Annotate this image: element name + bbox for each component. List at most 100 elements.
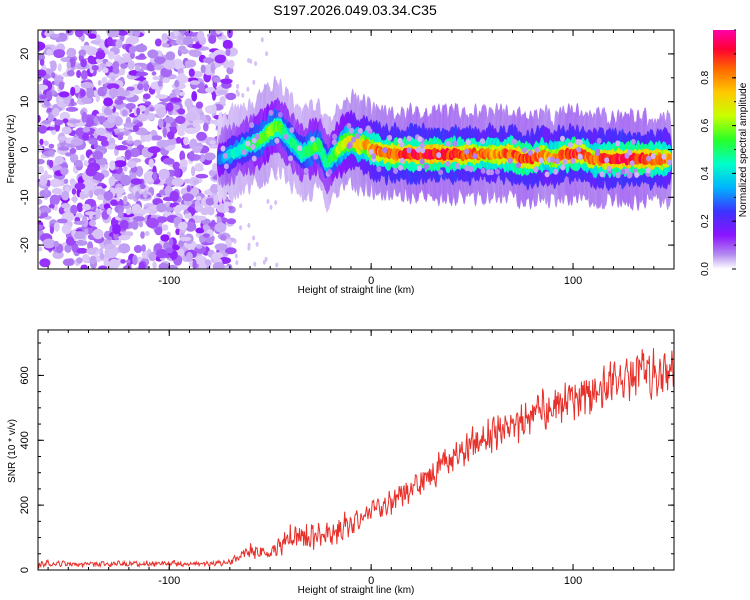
ridge-halo <box>346 143 352 150</box>
noise-blob <box>197 215 207 221</box>
ridge-halo <box>596 137 602 144</box>
noise-blob <box>107 236 113 241</box>
noise-blob <box>103 191 114 201</box>
noise-blob <box>154 56 166 64</box>
noise-blob <box>103 88 108 93</box>
noise-blob <box>122 265 132 269</box>
ridge-halo <box>629 160 635 167</box>
noise-blob <box>184 98 193 109</box>
noise-blob <box>113 187 125 195</box>
noise-blob <box>227 30 233 39</box>
spectrogram-y-tick-label: 0 <box>19 146 31 152</box>
ridge-halo <box>254 133 260 140</box>
noise-speck <box>236 83 239 89</box>
noise-blob <box>39 58 45 66</box>
ridge-halo <box>507 157 513 164</box>
noise-blob <box>175 88 181 96</box>
colorbar-tick-label: 0.0 <box>700 262 711 276</box>
noise-blob <box>220 78 233 84</box>
noise-blob <box>74 159 83 168</box>
ridge-halo <box>615 140 621 147</box>
noise-blob <box>172 161 181 171</box>
noise-blob <box>174 79 180 88</box>
noise-blob <box>125 116 132 125</box>
ridge-halo <box>454 163 460 169</box>
noise-blob <box>76 70 82 78</box>
noise-blob <box>88 33 97 39</box>
noise-blob <box>49 194 60 206</box>
noise-blob <box>209 140 216 145</box>
ridge-halo <box>516 162 521 169</box>
spectrogram-x-tick-label: 100 <box>564 275 582 287</box>
ridge-halo <box>274 137 280 144</box>
noise-blob <box>185 111 198 121</box>
ridge-halo <box>399 157 405 164</box>
noise-blob <box>81 111 88 123</box>
ridge-halo <box>419 142 425 149</box>
snr-panel: -100 0 100 0 200 400 600 Height of straight li… <box>7 329 675 596</box>
noise-blob <box>157 80 163 87</box>
noise-blob <box>168 237 174 246</box>
snr-frame <box>37 329 675 571</box>
noise-blob <box>71 138 84 146</box>
noise-blob <box>109 160 116 171</box>
noise-blob <box>143 191 148 199</box>
noise-blob <box>61 224 72 235</box>
spectrogram-y-tick-label: -20 <box>19 237 31 253</box>
noise-blob <box>102 67 109 74</box>
noise-speck <box>262 259 266 265</box>
noise-blob <box>162 127 167 138</box>
noise-blob <box>173 30 179 37</box>
noise-blob <box>228 59 235 69</box>
noise-speck <box>236 91 240 97</box>
noise-blob <box>177 72 186 82</box>
noise-blob <box>54 119 64 126</box>
noise-blob <box>53 222 60 232</box>
noise-blob <box>126 86 135 91</box>
noise-blob <box>123 122 135 128</box>
noise-blob <box>210 62 216 74</box>
snr-y-tick-label: 600 <box>19 366 31 384</box>
noise-blob <box>65 236 75 246</box>
noise-blob <box>179 150 186 162</box>
noise-blob <box>92 150 104 160</box>
noise-blob <box>82 30 89 35</box>
noise-blob <box>161 33 168 41</box>
noise-blob <box>38 41 46 51</box>
noise-blob <box>175 204 189 211</box>
noise-blob <box>210 183 219 194</box>
noise-blob <box>130 51 135 59</box>
noise-blob <box>80 70 88 80</box>
noise-blob <box>106 83 120 90</box>
noise-blob <box>202 233 210 238</box>
noise-blob <box>205 87 216 93</box>
noise-blob <box>191 166 196 177</box>
noise-blob <box>58 206 65 215</box>
noise-blob <box>97 115 107 123</box>
noise-blob <box>173 104 181 110</box>
noise-speck <box>241 92 245 98</box>
ridge-halo <box>417 165 422 172</box>
noise-blob <box>123 165 128 172</box>
noise-blob <box>178 240 184 248</box>
noise-blob <box>214 243 228 251</box>
noise-blob <box>212 91 216 101</box>
noise-blob <box>82 203 91 211</box>
ridge-halo <box>438 169 444 176</box>
ridge-halo <box>368 149 374 155</box>
colorbar-gradient <box>713 30 736 269</box>
ridge-halo <box>406 147 412 154</box>
noise-blob <box>139 75 145 82</box>
noise-blob <box>115 145 128 151</box>
noise-blob <box>115 39 123 49</box>
ridge-halo <box>527 149 533 156</box>
ridge-halo <box>465 139 471 146</box>
noise-blob <box>69 153 79 163</box>
chart-title: S197.2026.049.03.34.C35 <box>273 2 437 18</box>
noise-blob <box>75 239 88 246</box>
noise-blob <box>226 218 237 225</box>
noise-blob <box>126 35 139 45</box>
noise-blob <box>120 259 126 264</box>
noise-blob <box>44 186 49 194</box>
ridge-halo <box>313 153 319 160</box>
